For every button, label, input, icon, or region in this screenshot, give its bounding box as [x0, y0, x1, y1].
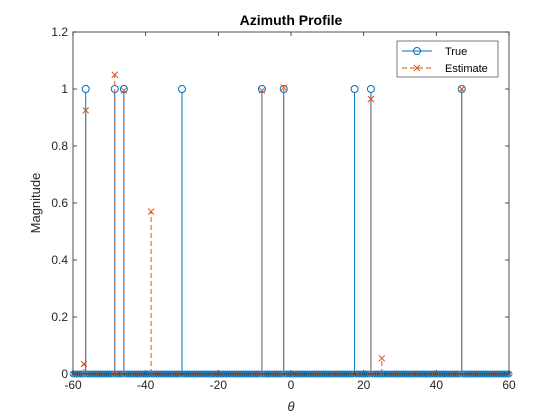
legend-true-label: True: [445, 46, 467, 58]
true-marker: [81, 85, 90, 93]
y-tick-label: 1: [61, 82, 68, 96]
estimate-marker: [82, 107, 90, 114]
true-marker: [178, 85, 186, 93]
axes-box: [72, 31, 510, 375]
y-axis-label: Magnitude: [28, 173, 43, 234]
estimate-marker: [258, 87, 266, 94]
legend-estimate-label: Estimate: [445, 63, 488, 75]
estimate-marker: [458, 85, 466, 93]
y-axis-ticks: 0 0.2 0.4 0.6 0.8 1 1.2: [51, 25, 509, 381]
legend: True Estimate: [396, 40, 499, 78]
true-marker: [350, 85, 359, 93]
x-tick-label: 20: [357, 378, 371, 392]
y-tick-label: 0.2: [51, 310, 68, 324]
y-tick-label: 0: [61, 367, 68, 381]
x-tick-label: -20: [210, 378, 228, 392]
chart-title: Azimuth Profile: [240, 12, 343, 28]
x-tick-label: 0: [288, 378, 295, 392]
x-tick-label: -40: [137, 378, 155, 392]
legend-true-marker: [413, 47, 421, 55]
x-tick-label: -60: [64, 378, 82, 392]
y-tick-label: 0.4: [51, 253, 68, 267]
estimate-marker: [280, 84, 288, 91]
x-tick-label: 60: [502, 378, 516, 392]
plot-area: [73, 32, 509, 374]
y-tick-label: 0.6: [51, 196, 68, 210]
estimate-marker: [111, 71, 119, 79]
x-axis-ticks: -60 -40 -20 0 20 40 60: [64, 32, 516, 392]
y-tick-label: 0.8: [51, 139, 68, 153]
y-tick-label: 1.2: [51, 25, 68, 39]
x-axis-label: θ: [287, 399, 294, 414]
legend-box: [396, 40, 499, 78]
legend-estimate-marker: [413, 64, 421, 72]
estimate-marker: [378, 354, 386, 362]
x-tick-label: 40: [430, 378, 444, 392]
series-estimate: [80, 71, 466, 374]
estimate-marker: [147, 208, 155, 215]
true-marker: [366, 85, 375, 93]
estimate-marker: [367, 95, 375, 103]
estimate-marker: [120, 87, 128, 94]
